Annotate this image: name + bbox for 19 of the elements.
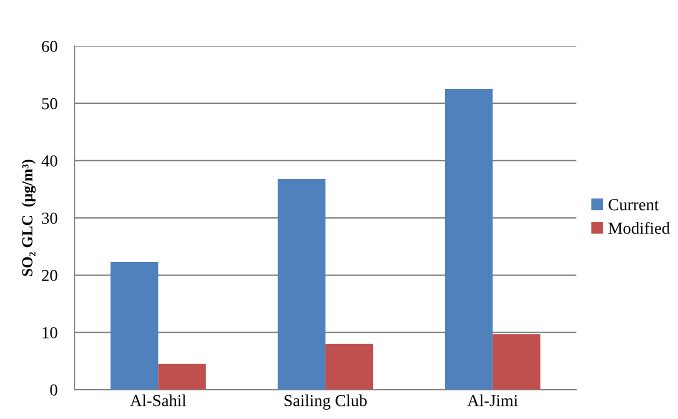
bar <box>110 262 158 390</box>
legend-label: Modified <box>608 222 670 234</box>
y-tick-label: 40 <box>42 155 58 167</box>
bar <box>492 334 540 390</box>
y-tick-label: 20 <box>42 270 58 282</box>
y-tick-label: 0 <box>50 384 58 396</box>
legend-label: Current <box>608 199 659 210</box>
y-tick-label: 10 <box>42 327 58 338</box>
y-tick-label: 30 <box>42 212 58 224</box>
x-tick-label: Sailing Club <box>284 394 367 410</box>
y-axis-title: SO₂ GLC (µg/m³) <box>22 160 36 276</box>
bar <box>158 364 206 390</box>
bar <box>325 344 374 390</box>
bar <box>445 89 493 390</box>
x-tick-label: Al-Sahil <box>130 394 186 406</box>
y-tick-label: 50 <box>42 98 58 110</box>
bar <box>278 178 326 390</box>
x-tick-label: Al-Jimi <box>467 394 518 406</box>
y-tick-label: 60 <box>42 40 58 52</box>
